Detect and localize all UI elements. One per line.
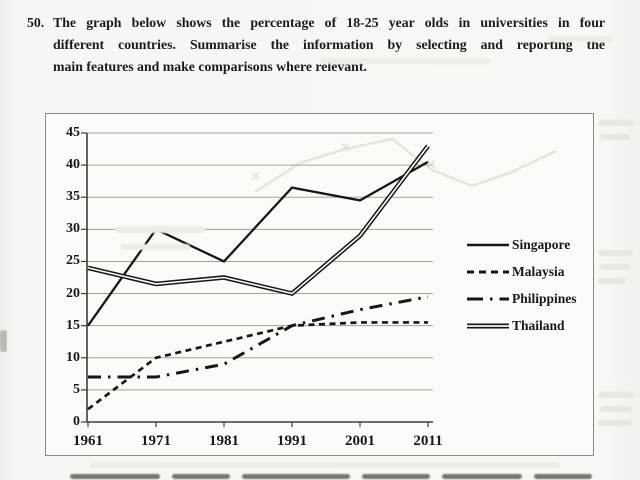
- question-text: The graph below shows the percentage of …: [53, 12, 605, 78]
- legend-label: Thailand: [512, 317, 565, 333]
- question-number: 50.: [27, 15, 45, 30]
- series-line-thailand-core: [87, 145, 429, 295]
- x-axis-label: 1971: [141, 433, 171, 449]
- scan-artifact: [70, 474, 160, 479]
- y-axis-label: 5: [73, 381, 80, 397]
- scan-artifact: ✕: [340, 141, 351, 156]
- y-axis-label: 40: [66, 157, 80, 173]
- scan-artifact: [90, 462, 560, 468]
- series-line-thailand: [87, 144, 430, 297]
- scan-artifact: [598, 420, 632, 426]
- legend-label: Singapore: [512, 236, 571, 252]
- scan-artifact: [362, 474, 430, 479]
- legend-label: Philippines: [512, 290, 577, 306]
- scan-artifact: [598, 278, 626, 284]
- x-axis-label: 2011: [413, 433, 443, 449]
- question-text-line: The graph below shows the percentage of …: [53, 15, 605, 30]
- legend-solid-line-swatch: [467, 243, 509, 246]
- scan-artifact: [254, 137, 557, 194]
- legend-label: Malaysia: [512, 263, 565, 279]
- scan-artifact: [120, 244, 190, 250]
- scan-artifact: ✕: [426, 158, 437, 173]
- series-line-malaysia: [87, 321, 428, 411]
- x-axis-label: 1991: [277, 433, 307, 449]
- y-axis-label: 45: [66, 125, 80, 140]
- series-line-philippines: [88, 295, 429, 379]
- y-axis-label: 20: [66, 285, 80, 301]
- chart-frame: [45, 113, 594, 456]
- legend-item-philippines: Philippines: [466, 285, 577, 312]
- question-text-line: different countries. Summarise the infor…: [53, 37, 605, 52]
- scan-artifact: [600, 134, 630, 140]
- y-axis-label: 10: [66, 349, 80, 365]
- scan-artifact: [442, 474, 522, 479]
- legend-double-line-swatch: [467, 323, 509, 328]
- scan-artifact: [598, 392, 634, 398]
- scan-artifact: [534, 474, 592, 479]
- chart-legend: Singapore Malaysia Philippines Thailand: [466, 231, 577, 339]
- y-axis-label: 15: [66, 317, 80, 333]
- scan-artifact: [320, 58, 490, 64]
- legend-dashdot-line-swatch: [467, 297, 509, 300]
- scan-artifact: ✕: [250, 170, 261, 185]
- y-axis-label: 35: [66, 189, 80, 205]
- scan-artifact: [600, 406, 632, 412]
- scan-artifact: [600, 264, 630, 270]
- x-axis-label: 2001: [345, 433, 375, 449]
- legend-item-malaysia: Malaysia: [466, 258, 577, 285]
- legend-item-singapore: Singapore: [466, 231, 577, 258]
- scan-artifact: [115, 226, 205, 233]
- y-axis-label: 30: [66, 221, 80, 237]
- y-axis-label: 25: [66, 253, 80, 269]
- x-axis-label: 1961: [73, 433, 103, 449]
- scan-artifact: [0, 330, 7, 352]
- scan-artifact: [598, 250, 632, 256]
- scan-artifact: [598, 120, 634, 126]
- legend-dashed-line-swatch: [467, 270, 509, 273]
- scan-artifact: [242, 474, 350, 479]
- question-text-line: main features and make comparisons where…: [53, 59, 367, 74]
- y-axis-label: 0: [73, 414, 80, 429]
- legend-item-thailand: Thailand: [466, 312, 577, 339]
- scan-artifact: [548, 36, 612, 42]
- scan-artifact: [172, 474, 230, 479]
- x-axis-label: 1981: [209, 433, 239, 449]
